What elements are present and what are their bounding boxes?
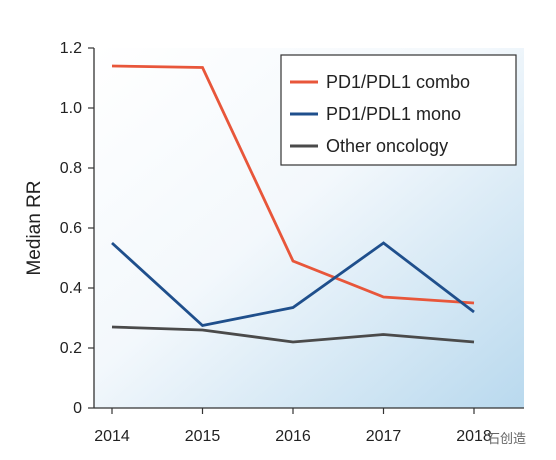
x-tick-label: 2015: [185, 428, 221, 445]
y-tick-label: 0.8: [60, 160, 82, 177]
y-tick-label: 0.2: [60, 340, 82, 357]
x-tick-label: 2016: [275, 428, 311, 445]
tick-labels: 0 0.2 0.4 0.6 0.8 1.0 1.2 2014 2015 2016 2017 2018: [60, 40, 492, 445]
y-tick-label: 1.2: [60, 40, 82, 57]
x-tick-label: 2014: [94, 428, 130, 445]
y-tick-label: 0: [73, 400, 82, 417]
legend-label-pd1-pdl1-combo: PD1/PDL1 combo: [326, 72, 470, 92]
series-line-pd1-pdl1-combo: [111, 64, 475, 305]
series-line-other-oncology: [111, 325, 475, 344]
x-tick-label: 2017: [366, 428, 402, 445]
y-tick-label: 0.6: [60, 220, 82, 237]
y-axis-label: Median RR: [24, 180, 45, 275]
x-tick-label: 2018: [456, 428, 492, 445]
y-tick-label: 0.4: [60, 280, 82, 297]
series-line-pd1-pdl1-mono: [111, 241, 475, 328]
legend: PD1/PDL1 combo PD1/PDL1 mono Other oncolog…: [280, 54, 517, 166]
y-tick-label: 1.0: [60, 100, 82, 117]
watermark: 石创造: [487, 432, 526, 447]
legend-box: [280, 54, 517, 166]
legend-label-pd1-pdl1-mono: PD1/PDL1 mono: [326, 104, 461, 124]
series-lines: [111, 64, 475, 344]
legend-label-other-oncology: Other oncology: [326, 136, 448, 156]
